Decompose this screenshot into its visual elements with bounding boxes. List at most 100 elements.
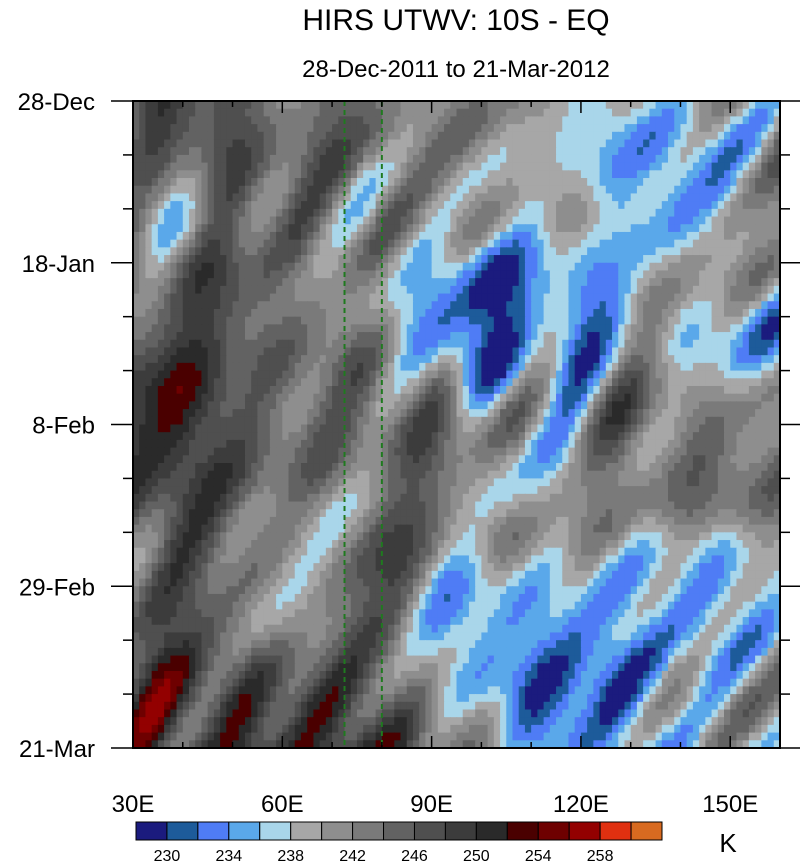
heatmap-cell [493, 339, 501, 349]
heatmap-cell [556, 424, 563, 433]
heatmap-cell [157, 124, 165, 133]
heatmap-cell [282, 424, 290, 433]
heatmap-cell [549, 409, 557, 418]
heatmap-cell [388, 262, 395, 272]
heatmap-cell [724, 339, 731, 349]
heatmap-cell [643, 301, 650, 310]
heatmap-cell [145, 324, 153, 333]
heatmap-cell [630, 362, 638, 372]
heatmap-cell [692, 401, 700, 410]
heatmap-cell [257, 224, 265, 233]
heatmap-cell [518, 316, 526, 325]
heatmap-cell [531, 308, 538, 318]
heatmap-cell [649, 401, 657, 410]
heatmap-cell [164, 439, 171, 449]
heatmap-cell [761, 216, 769, 225]
heatmap-cell [730, 131, 738, 141]
heatmap-cell [574, 270, 582, 279]
heatmap-cell [612, 139, 619, 148]
heatmap-cell [244, 409, 252, 418]
heatmap-cell [338, 201, 346, 210]
heatmap-cell [736, 247, 744, 256]
heatmap-cell [612, 308, 619, 318]
heatmap-cell [742, 339, 750, 349]
heatmap-cell [425, 401, 433, 410]
heatmap-cell [350, 370, 358, 379]
heatmap-cell [319, 378, 327, 387]
heatmap-cell [587, 247, 594, 256]
heatmap-cell [773, 324, 780, 333]
heatmap-cell [692, 216, 700, 225]
heatmap-cell [612, 239, 619, 248]
heatmap-cell [574, 139, 582, 148]
heatmap-cell [748, 193, 756, 202]
heatmap-cell [151, 401, 159, 410]
heatmap-cell [761, 116, 769, 125]
heatmap-cell [487, 262, 495, 272]
heatmap-cell [624, 239, 632, 248]
heatmap-cell [562, 124, 570, 133]
heatmap-cell [307, 262, 315, 272]
heatmap-cell [761, 224, 769, 233]
heatmap-cell [369, 108, 377, 117]
heatmap-cell [176, 201, 184, 210]
heatmap-cell [251, 147, 259, 156]
heatmap-cell [705, 101, 713, 110]
heatmap-cell [444, 463, 451, 472]
heatmap-cell [232, 385, 240, 395]
heatmap-cell [736, 301, 744, 310]
heatmap-cell [332, 208, 339, 218]
heatmap-cell [524, 332, 532, 341]
heatmap-cell [711, 193, 719, 202]
heatmap-cell [692, 370, 700, 379]
heatmap-cell [761, 193, 769, 202]
heatmap-cell [244, 154, 252, 164]
heatmap-cell [269, 409, 277, 418]
heatmap-cell [717, 385, 725, 395]
heatmap-cell [568, 301, 576, 310]
heatmap-cell [661, 347, 669, 356]
heatmap-cell [506, 239, 514, 248]
heatmap-cell [661, 293, 669, 302]
heatmap-cell [692, 162, 700, 171]
heatmap-cell [680, 224, 688, 233]
heatmap-cell [531, 401, 538, 410]
heatmap-cell [431, 385, 439, 395]
heatmap-cell [444, 385, 451, 395]
heatmap-cell [562, 262, 570, 272]
heatmap-cell [369, 170, 377, 179]
heatmap-cell [643, 124, 650, 133]
heatmap-cell [195, 224, 203, 233]
heatmap-cell [226, 393, 234, 402]
heatmap-cell [332, 154, 339, 164]
heatmap-cell [282, 409, 290, 418]
heatmap-cell [612, 270, 619, 279]
heatmap-cell [549, 278, 557, 287]
heatmap-cell [425, 370, 433, 379]
heatmap-cell [468, 432, 476, 441]
heatmap-cell [574, 131, 582, 141]
heatmap-cell [506, 432, 514, 441]
heatmap-cell [468, 347, 476, 356]
heatmap-cell [300, 139, 308, 148]
heatmap-cell [692, 108, 700, 117]
heatmap-cell [313, 316, 321, 325]
heatmap-cell [425, 239, 433, 248]
heatmap-cell [537, 401, 545, 410]
heatmap-cell [668, 270, 675, 279]
heatmap-cell [580, 201, 588, 210]
heatmap-cell [767, 124, 775, 133]
heatmap-cell [244, 355, 252, 364]
heatmap-cell [506, 101, 514, 110]
heatmap-cell [381, 401, 389, 410]
heatmap-cell [655, 385, 663, 395]
heatmap-cell [587, 139, 594, 148]
heatmap-cell [761, 339, 769, 349]
heatmap-cell [294, 154, 302, 164]
heatmap-cell [518, 439, 526, 449]
heatmap-cell [512, 455, 520, 464]
heatmap-cell [394, 224, 402, 233]
heatmap-cell [487, 339, 495, 349]
heatmap-cell [624, 108, 632, 117]
heatmap-cell [624, 432, 632, 441]
